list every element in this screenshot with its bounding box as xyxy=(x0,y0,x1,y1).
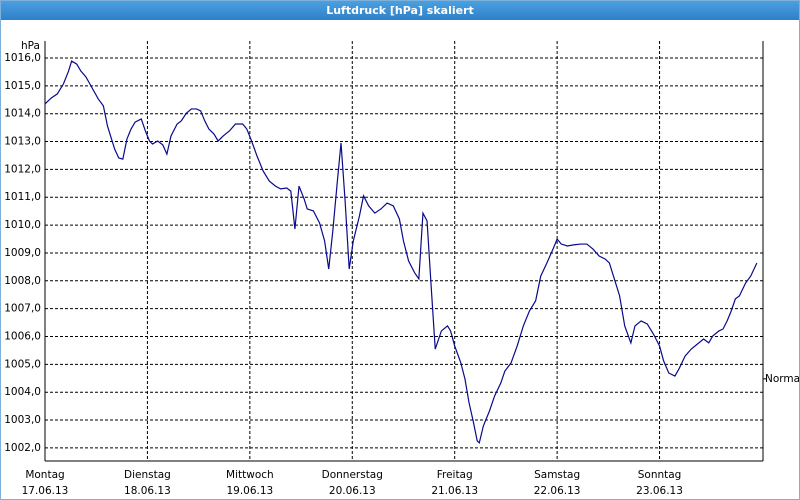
y-tick-label: 1013,0 xyxy=(4,136,41,148)
data-line xyxy=(44,60,758,445)
x-tick-date: 17.06.13 xyxy=(22,485,69,497)
y-tick-label: 1011,0 xyxy=(4,191,41,203)
x-tick-date: 18.06.13 xyxy=(124,485,171,497)
x-tick-date: 19.06.13 xyxy=(226,485,273,497)
y-tick-label: 1014,0 xyxy=(4,108,41,120)
chart-title: Luftdruck [hPa] skaliert xyxy=(326,4,474,17)
x-tick-label: Mittwoch xyxy=(226,469,274,481)
y-tick-label: 1002,0 xyxy=(4,442,41,454)
x-tick-date: 22.06.13 xyxy=(534,485,581,497)
x-tick-label: Dienstag xyxy=(124,469,171,481)
y-tick-label: 1006,0 xyxy=(4,331,41,343)
y-tick-label: 1015,0 xyxy=(4,80,41,92)
y-tick-label: 1008,0 xyxy=(4,275,41,287)
y-tick-label: 1012,0 xyxy=(4,163,41,175)
x-tick-date: 21.06.13 xyxy=(431,485,478,497)
x-tick-label: Montag xyxy=(25,469,64,481)
x-tick-label: Donnerstag xyxy=(322,469,383,481)
y-tick-label: 1007,0 xyxy=(4,303,41,315)
y-tick-label: 1005,0 xyxy=(4,358,41,370)
x-tick-label: Samstag xyxy=(534,469,580,481)
annotation: Normal xyxy=(765,373,799,385)
y-unit: hPa xyxy=(21,40,40,52)
y-tick-label: 1003,0 xyxy=(4,414,41,426)
x-tick-label: Freitag xyxy=(437,469,473,481)
y-tick-label: 1010,0 xyxy=(4,219,41,231)
y-tick-label: 1016,0 xyxy=(4,52,41,64)
y-tick-label: 1004,0 xyxy=(4,386,41,398)
x-tick-label: Sonntag xyxy=(638,469,682,481)
chart: hPa 1002,0 1003,0 1004,0 1005,0 1006,0 1007,0… xyxy=(4,40,799,497)
x-tick-date: 23.06.13 xyxy=(636,485,683,497)
y-tick-label: 1009,0 xyxy=(4,247,41,259)
title-bar: Luftdruck [hPa] skaliert xyxy=(1,1,799,20)
x-tick-date: 20.06.13 xyxy=(329,485,376,497)
